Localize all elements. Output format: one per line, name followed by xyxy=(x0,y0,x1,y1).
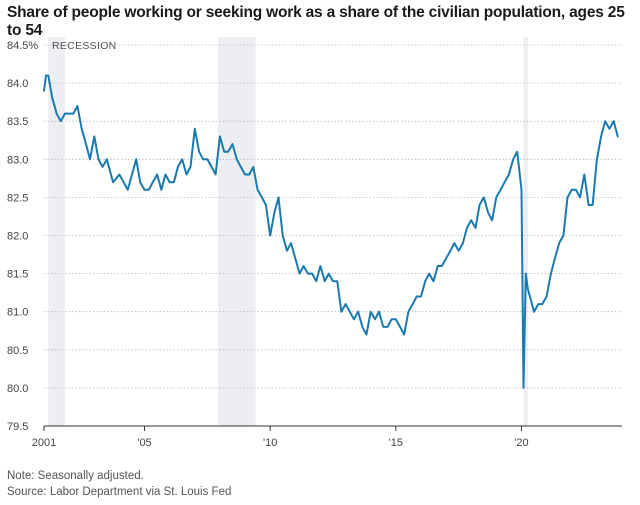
recession-band-2 xyxy=(523,37,528,426)
y-tick-label: 83.5 xyxy=(7,116,28,128)
series-lines xyxy=(43,74,619,389)
x-tick-label: 2001 xyxy=(32,437,56,449)
note-text: Note: Seasonally adjusted. xyxy=(7,470,144,482)
y-tick-label: 84.5% xyxy=(7,40,38,52)
y-tick-label: 80.5 xyxy=(7,345,28,357)
x-axis-ticks: 2001 '05 '10 '15 '20 xyxy=(32,426,529,449)
y-axis-ticks: 79.5 80.0 80.5 81.0 81.5 82.0 82.5 83.0 83.5 84.0… xyxy=(7,40,38,433)
recession-band-0 xyxy=(48,37,65,426)
y-tick-label: 80.0 xyxy=(7,383,28,395)
recession-legend-label: RECESSION xyxy=(52,40,117,52)
chart-title: Share of people working or seeking work … xyxy=(7,4,625,39)
y-tick-label: 79.5 xyxy=(7,421,28,433)
line-chart: 79.5 80.0 80.5 81.0 81.5 82.0 82.5 83.0 83.5 84.0… xyxy=(7,37,622,449)
recession-bands xyxy=(48,37,528,426)
footer: Note: Seasonally adjusted. Source: Labor… xyxy=(7,468,231,500)
y-tick-label: 81.5 xyxy=(7,269,28,281)
x-tick-label: '10 xyxy=(263,437,277,449)
source-text: Source: Labor Department via St. Louis F… xyxy=(7,486,232,498)
recession-band-1 xyxy=(217,37,256,426)
y-tick-label: 84.0 xyxy=(7,78,28,90)
x-tick-label: '15 xyxy=(389,437,403,449)
y-tick-label: 83.0 xyxy=(7,154,28,166)
y-tick-label: 81.0 xyxy=(7,307,28,319)
y-tick-label: 82.5 xyxy=(7,192,28,204)
y-tick-label: 82.0 xyxy=(7,231,28,243)
series-line-0 xyxy=(43,74,619,389)
x-tick-label: '05 xyxy=(137,437,151,449)
gridlines xyxy=(44,44,622,427)
x-tick-label: '20 xyxy=(514,437,528,449)
